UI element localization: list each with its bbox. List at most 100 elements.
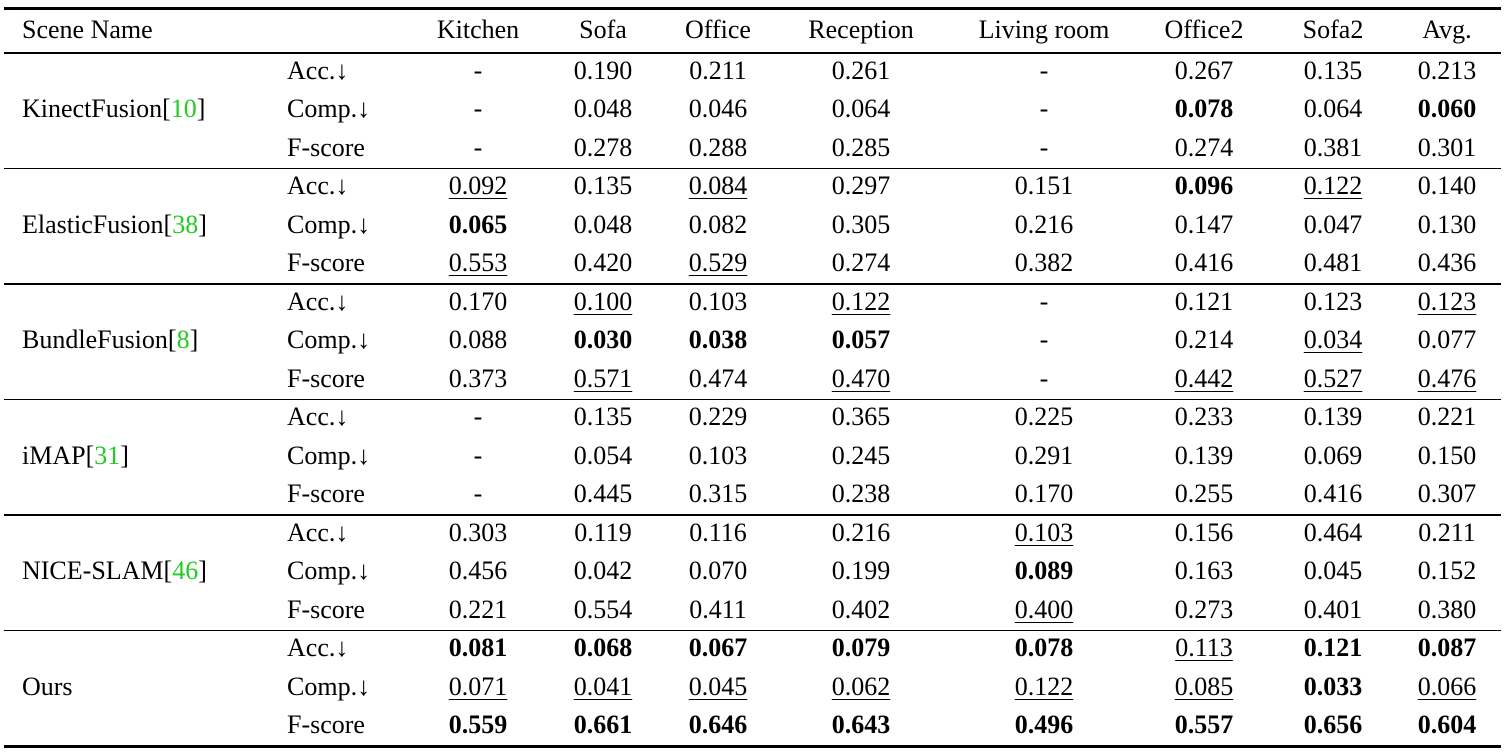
cell: 0.496 <box>1014 710 1074 739</box>
citation: 8 <box>176 325 190 354</box>
citation: 10 <box>170 94 197 123</box>
cell: 0.211 <box>1418 517 1476 547</box>
citation: 31 <box>94 440 121 470</box>
cell: 0.033 <box>1303 671 1363 701</box>
metric-label: Comp.↓ <box>287 209 371 239</box>
cell: 0.214 <box>1174 325 1234 354</box>
cell: 0.084 <box>688 171 748 200</box>
cell: 0.464 <box>1303 517 1363 547</box>
metric-label: Acc.↓ <box>287 517 349 547</box>
cell: 0.047 <box>1303 209 1363 239</box>
cell: 0.291 <box>1014 440 1074 470</box>
cell: 0.553 <box>448 248 508 277</box>
header-cell: Avg. <box>1422 15 1472 44</box>
cell: 0.060 <box>1417 94 1477 123</box>
metric-label: F-score <box>287 363 365 393</box>
cell: 0.121 <box>1303 633 1363 662</box>
cell: 0.139 <box>1174 440 1234 470</box>
cell: 0.152 <box>1417 556 1477 585</box>
cell: 0.285 <box>831 132 891 162</box>
header-cell: Living room <box>978 15 1110 44</box>
cell: - <box>473 55 483 85</box>
cell: 0.381 <box>1303 132 1363 162</box>
cell: 0.070 <box>688 556 748 585</box>
cell: 0.135 <box>573 171 633 200</box>
cell: 0.163 <box>1174 556 1234 585</box>
cell: 0.038 <box>688 325 748 354</box>
metric-label: F-score <box>287 594 365 624</box>
cell: 0.559 <box>448 710 508 739</box>
cell: 0.557 <box>1174 710 1234 739</box>
header-cell: Office2 <box>1164 15 1244 44</box>
metric-label: Acc.↓ <box>287 55 349 85</box>
cell: 0.456 <box>448 556 508 585</box>
cell: 0.069 <box>1303 440 1363 470</box>
rule <box>4 7 1501 10</box>
cell: 0.554 <box>573 594 633 624</box>
cell: - <box>1039 325 1049 354</box>
cell: 0.057 <box>831 325 891 354</box>
cell: 0.100 <box>573 286 633 316</box>
cell: 0.380 <box>1417 594 1477 624</box>
cell: - <box>473 402 483 431</box>
cell: 0.245 <box>831 440 891 470</box>
cell: 0.054 <box>573 440 633 470</box>
cell: 0.085 <box>1174 671 1234 701</box>
rule <box>4 52 1501 54</box>
cell: 0.156 <box>1174 517 1234 547</box>
cell: 0.661 <box>573 710 633 739</box>
rule <box>4 745 1501 748</box>
metric-label: F-score <box>287 710 365 739</box>
method-name: iMAP[31] <box>22 440 129 470</box>
cell: 0.122 <box>1303 171 1363 200</box>
cell: 0.077 <box>1417 325 1477 354</box>
cell: 0.401 <box>1303 594 1363 624</box>
cell: 0.119 <box>574 517 632 547</box>
cell: 0.643 <box>831 710 891 739</box>
cell: 0.030 <box>573 325 633 354</box>
method-name: BundleFusion[8] <box>22 325 199 354</box>
cell: 0.274 <box>831 248 891 277</box>
cell: 0.068 <box>573 633 633 662</box>
cell: 0.373 <box>448 363 508 393</box>
cell: 0.442 <box>1174 363 1234 393</box>
cell: - <box>473 132 483 162</box>
cell: 0.288 <box>688 132 748 162</box>
cell: 0.233 <box>1174 402 1234 431</box>
cell: 0.088 <box>448 325 508 354</box>
method-name: Ours <box>22 671 73 701</box>
cell: 0.221 <box>1417 402 1477 431</box>
rule <box>4 629 1501 631</box>
cell: - <box>1039 286 1049 316</box>
rule <box>4 398 1501 400</box>
cell: 0.135 <box>1303 55 1363 85</box>
cell: 0.255 <box>1174 479 1234 508</box>
cell: 0.096 <box>1174 171 1234 200</box>
cell: 0.474 <box>688 363 748 393</box>
cell: 0.476 <box>1417 363 1477 393</box>
cell: 0.045 <box>1303 556 1363 585</box>
cell: 0.116 <box>689 517 747 547</box>
cell: 0.130 <box>1417 209 1477 239</box>
cell: 0.225 <box>1014 402 1074 431</box>
cell: 0.400 <box>1014 594 1074 624</box>
cell: 0.481 <box>1303 248 1363 277</box>
cell: 0.170 <box>1014 479 1074 508</box>
cell: 0.079 <box>831 633 891 662</box>
cell: 0.303 <box>448 517 508 547</box>
cell: 0.147 <box>1174 209 1234 239</box>
cell: 0.604 <box>1417 710 1477 739</box>
cell: - <box>473 440 483 470</box>
cell: 0.062 <box>831 671 891 701</box>
cell: - <box>473 94 483 123</box>
cell: - <box>1039 363 1049 393</box>
cell: 0.402 <box>831 594 891 624</box>
cell: 0.315 <box>688 479 748 508</box>
metric-label: Comp.↓ <box>287 671 371 701</box>
cell: 0.081 <box>448 633 508 662</box>
cell: 0.046 <box>688 94 748 123</box>
cell: 0.416 <box>1174 248 1234 277</box>
cell: 0.121 <box>1174 286 1234 316</box>
cell: 0.529 <box>688 248 748 277</box>
